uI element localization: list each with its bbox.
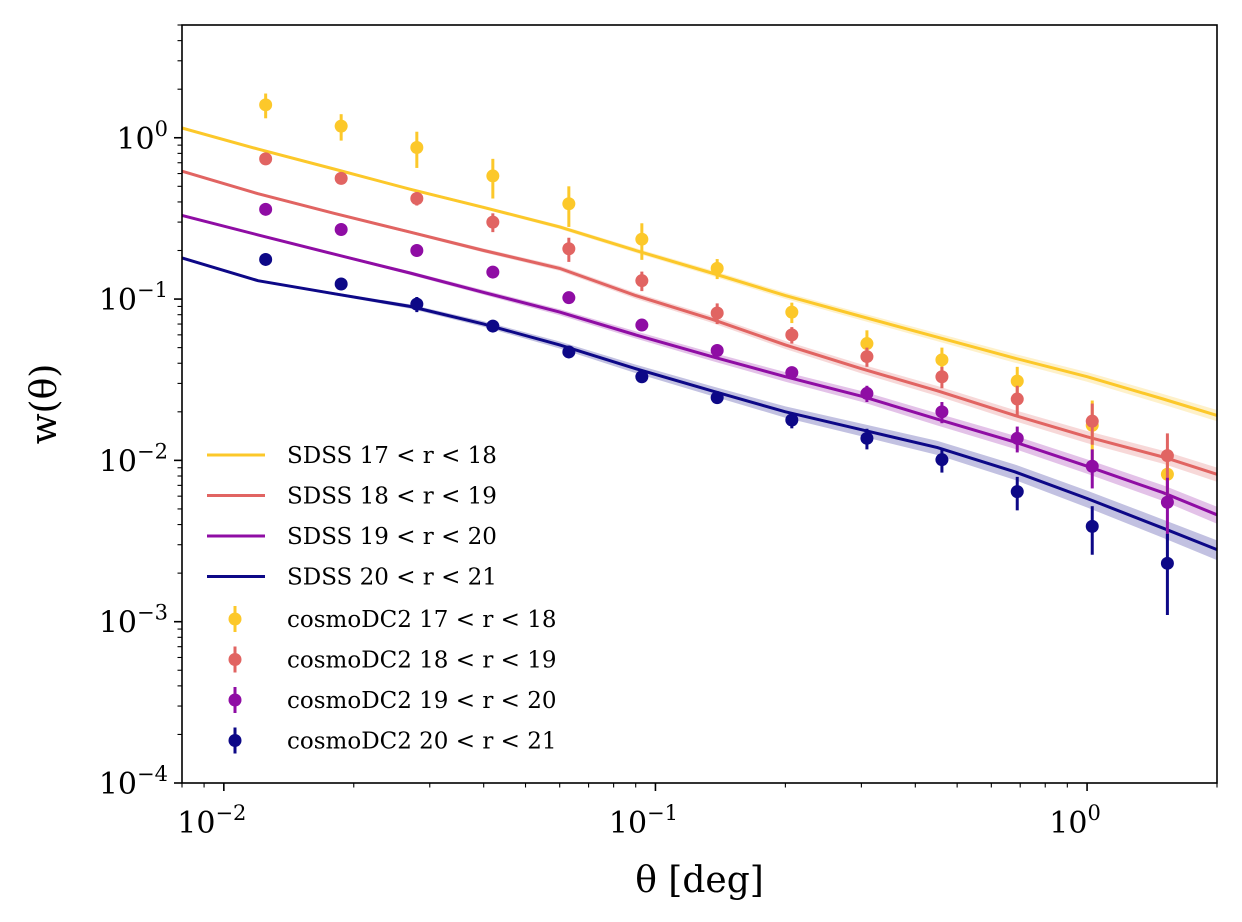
legend-marker-swatch — [228, 693, 242, 707]
data-point — [562, 242, 576, 256]
data-point — [935, 353, 949, 367]
y-tick-label: 10−1 — [99, 278, 168, 318]
data-point — [935, 370, 949, 384]
data-point — [785, 366, 799, 380]
data-point — [1160, 556, 1174, 570]
data-point — [1085, 519, 1099, 533]
y-tick-label: 100 — [116, 117, 168, 157]
legend-label: cosmoDC2 20 < r < 21 — [287, 729, 557, 755]
data-point — [710, 343, 724, 357]
data-point — [259, 252, 273, 266]
series-line-0 — [181, 126, 1218, 417]
data-point — [334, 119, 348, 133]
data-point — [860, 431, 874, 445]
data-point — [635, 370, 649, 384]
data-point — [334, 222, 348, 236]
data-point — [334, 171, 348, 185]
legend: SDSS 17 < r < 18 SDSS 18 < r < 19 SDSS 19 … — [207, 443, 557, 755]
x-axis-title: θ [deg] — [635, 860, 764, 901]
series-line-1 — [181, 169, 1218, 476]
data-point — [410, 141, 424, 155]
data-point — [785, 328, 799, 342]
series-line-3 — [181, 256, 1218, 551]
data-point — [486, 215, 500, 229]
x-tick-label: 10−1 — [609, 801, 678, 841]
data-point — [1010, 431, 1024, 445]
x-axis: 10−2 10−1 100 — [177, 783, 1218, 841]
data-point — [710, 261, 724, 275]
legend-marker-swatch — [228, 653, 242, 666]
data-point — [562, 345, 576, 359]
plot-frame — [181, 24, 1218, 784]
legend-label: SDSS 20 < r < 21 — [287, 565, 497, 591]
data-point — [1010, 392, 1024, 406]
legend-label: SDSS 19 < r < 20 — [287, 524, 497, 550]
data-point — [785, 305, 799, 319]
data-point — [562, 197, 576, 211]
data-point — [635, 318, 649, 332]
legend-label: cosmoDC2 19 < r < 20 — [287, 688, 557, 714]
legend-label: cosmoDC2 18 < r < 19 — [287, 648, 557, 674]
series-line-2 — [181, 213, 1218, 517]
data-point — [1085, 414, 1099, 428]
data-point — [259, 152, 273, 166]
data-point — [935, 453, 949, 467]
data-point — [410, 297, 424, 311]
x-tick-label: 100 — [1049, 801, 1101, 841]
legend-marker-swatch — [228, 612, 242, 626]
data-point — [635, 274, 649, 288]
y-tick-label: 10−4 — [99, 762, 168, 802]
data-point — [1010, 374, 1024, 388]
data-point — [860, 386, 874, 400]
data-point — [410, 244, 424, 258]
data-point — [785, 413, 799, 427]
data-point — [486, 169, 500, 183]
x-tick-label: 10−2 — [177, 801, 246, 841]
data-point — [562, 291, 576, 305]
data-point — [1010, 485, 1024, 499]
y-axis-title: w(θ) — [24, 364, 65, 445]
data-point — [710, 391, 724, 405]
data-point — [486, 319, 500, 333]
data-point — [1085, 459, 1099, 473]
data-point — [486, 265, 500, 279]
data-point — [860, 337, 874, 351]
legend-label: cosmoDC2 17 < r < 18 — [287, 607, 557, 633]
data-point — [259, 202, 273, 216]
data-point — [935, 405, 949, 419]
y-axis: 100 10−1 10−2 10−3 10−4 — [99, 24, 182, 802]
series-points — [259, 93, 1174, 616]
legend-label: SDSS 17 < r < 18 — [287, 443, 497, 469]
data-point — [1160, 495, 1174, 509]
data-point — [860, 350, 874, 364]
data-point — [410, 192, 424, 206]
data-point — [1160, 449, 1174, 463]
data-point — [259, 98, 273, 112]
legend-marker-swatch — [228, 734, 242, 747]
data-point — [710, 306, 724, 320]
data-point — [635, 232, 649, 246]
legend-label: SDSS 18 < r < 19 — [287, 484, 497, 510]
y-tick-label: 10−2 — [99, 439, 168, 479]
data-point — [334, 277, 348, 291]
series-lines — [181, 126, 1218, 551]
y-tick-label: 10−3 — [99, 601, 168, 641]
